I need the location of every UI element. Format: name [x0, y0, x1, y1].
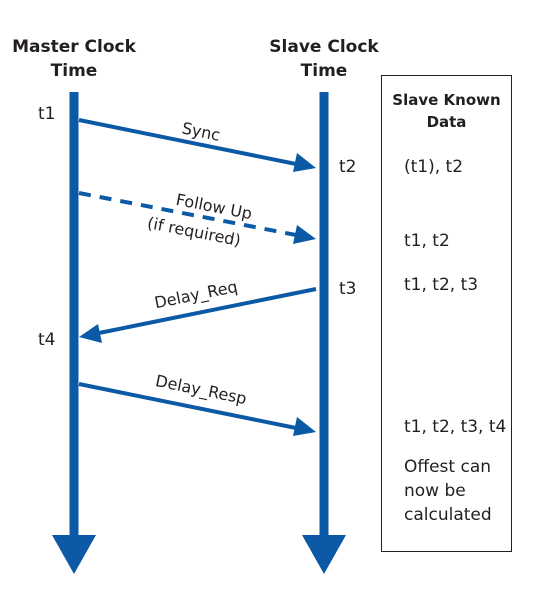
offset-note: Offest can now be calculated	[404, 455, 509, 527]
master-timeline-arrowhead	[52, 535, 96, 574]
known-data-row: t1, t2, t3, t4	[404, 415, 506, 439]
timestamp-t4: t4	[38, 330, 55, 350]
offset-note-line3: calculated	[404, 503, 509, 527]
offset-note-line1: Offest can	[404, 455, 509, 479]
timestamp-t2: t2	[339, 157, 356, 177]
timestamp-t1: t1	[38, 104, 55, 124]
master-clock-header: Master Clock Time	[0, 35, 148, 83]
follow-up-arrowhead	[293, 225, 316, 244]
known-data-row: (t1), t2	[404, 155, 463, 179]
panel-title-line1: Slave Known	[382, 89, 511, 111]
timestamp-t3: t3	[339, 279, 356, 299]
slave-known-data-panel: Slave Known Data (t1), t2 t1, t2 t1, t2,…	[381, 75, 512, 552]
panel-title: Slave Known Data	[382, 89, 511, 133]
master-clock-header-line1: Master Clock	[0, 35, 148, 59]
delay-req-arrowhead	[79, 324, 102, 343]
slave-clock-header-line2: Time	[254, 59, 394, 83]
sync-arrowhead	[293, 153, 316, 172]
panel-title-line2: Data	[382, 111, 511, 133]
delay-resp-arrowhead	[293, 417, 316, 436]
known-data-row: t1, t2	[404, 229, 450, 253]
offset-note-line2: now be	[404, 479, 509, 503]
known-data-row: t1, t2, t3	[404, 273, 478, 297]
master-clock-header-line2: Time	[0, 59, 148, 83]
slave-clock-header-line1: Slave Clock	[254, 35, 394, 59]
slave-timeline-arrowhead	[302, 535, 346, 574]
slave-clock-header: Slave Clock Time	[254, 35, 394, 83]
